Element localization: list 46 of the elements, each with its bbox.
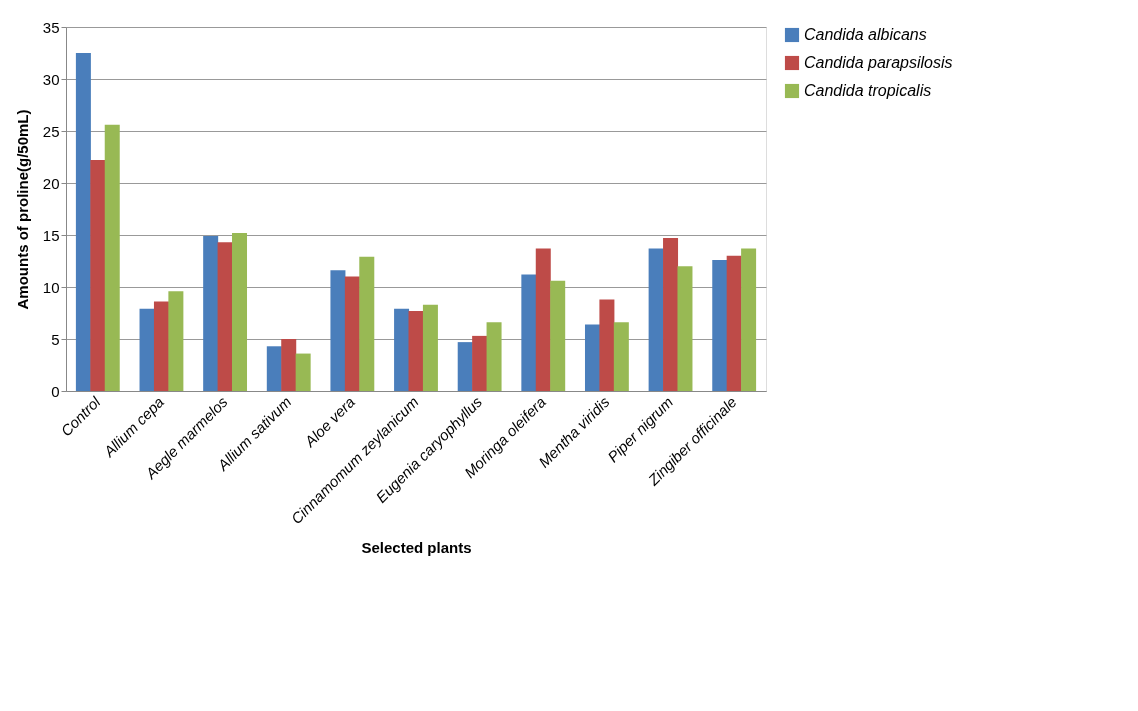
bar [281,339,297,391]
y-tick-label: 25 [42,122,60,140]
legend-label: Candida tropicalis [804,82,932,99]
bar [550,280,566,391]
bar [677,266,693,391]
bar [648,248,664,391]
bar [330,270,346,391]
bar [232,232,248,391]
bar [90,160,106,391]
bar [535,248,551,391]
bar [217,242,233,391]
bar [295,353,311,391]
bar [104,124,120,391]
bar [422,304,438,391]
bar [344,276,360,391]
y-tick-label: 20 [42,174,60,192]
bar [394,308,410,391]
x-axis-title: Selected plants [361,539,472,557]
bar [712,259,728,391]
bar [584,324,600,391]
y-tick-label: 15 [42,226,60,244]
bar [203,236,219,391]
legend-label: Candida parapsilosis [804,54,953,71]
bar [75,53,91,391]
bar [472,335,488,391]
bar [599,299,615,391]
bar [741,248,757,391]
y-axis-title: Amounts of proline(g/50mL) [13,109,31,310]
bar [139,308,155,391]
bar [486,322,502,391]
bar [168,291,184,391]
bar [266,346,282,391]
y-tick-label: 0 [51,382,60,400]
bar [153,301,169,391]
bar [521,274,537,391]
bar [613,322,629,391]
y-tick-label: 5 [51,330,60,348]
bar [359,256,375,391]
y-tick-label: 10 [42,278,60,296]
y-tick-label: 30 [42,70,60,88]
bar [726,255,742,391]
bar [457,342,473,391]
legend-label: Candida albicans [804,26,927,43]
bar [663,238,679,391]
bar [408,310,424,391]
y-tick-label: 35 [42,18,60,36]
